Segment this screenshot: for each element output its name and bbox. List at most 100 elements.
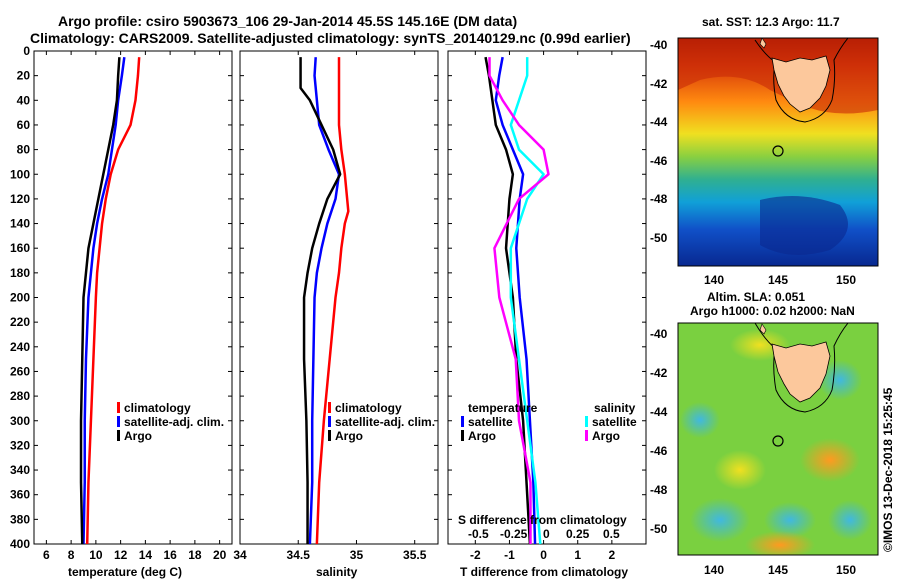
legend-climatology-swatch [117, 402, 120, 413]
sst-ytick: -44 [650, 115, 668, 129]
series-line-satellite-adj-clim- [308, 57, 341, 545]
sla-xtick: 150 [836, 563, 856, 577]
depth-tick-label: 180 [10, 266, 30, 280]
legend-t-argo-swatch [461, 430, 464, 441]
legend-t-satellite-swatch [461, 416, 464, 427]
legend-s-argo-label: Argo [592, 429, 620, 443]
series-line-argo [79, 57, 121, 545]
sst-ytick: -42 [650, 77, 668, 91]
depth-tick-label: 60 [17, 118, 31, 132]
x-tick-label: 8 [68, 548, 75, 562]
series-line-salinity-argo [488, 57, 550, 544]
depth-tick-label: 40 [17, 93, 31, 107]
difference-xlabel: T difference from climatology [460, 565, 628, 579]
depth-tick-label: 340 [10, 463, 30, 477]
legend-s-argo-swatch [585, 430, 588, 441]
x-tick-label: 35.5 [403, 548, 427, 562]
figure-title-line1: Argo profile: csiro 5903673_106 29-Jan-2… [58, 13, 517, 29]
sst-lon-ticks: 140 145 150 [704, 273, 856, 287]
sla-low-anomaly [690, 498, 750, 542]
sst-xtick: 145 [768, 273, 788, 287]
sla-high-anomaly [745, 531, 815, 555]
depth-tick-label: 80 [17, 143, 31, 157]
depth-tick-label: 240 [10, 340, 30, 354]
depth-tick-label: 360 [10, 488, 30, 502]
difference-axes-frame [447, 50, 647, 545]
legend-climatology-swatch [328, 402, 331, 413]
sst-lat-ticks: -40 -42 -44 -46 -48 -50 [650, 38, 668, 245]
sla-ytick: -50 [650, 522, 668, 536]
depth-tick-label: 100 [10, 167, 30, 181]
sla-low-anomaly [680, 402, 720, 438]
sst-map: sat. SST: 12.3 Argo: 11.7 -40 -42 -44 -4… [650, 15, 879, 287]
temperature-axis: 6 8 10 12 14 16 18 20 [43, 51, 227, 562]
legend-argo-label: Argo [124, 429, 152, 443]
legend-argo-swatch [117, 430, 120, 441]
t-difference-axis: -2 -1 0 1 2 [448, 50, 646, 562]
legend-temperature-title: temperature [468, 401, 538, 415]
sla-mid-anomaly [714, 450, 766, 490]
x-tick-label: 2 [609, 548, 616, 562]
series-line-climatology [315, 57, 350, 545]
sla-lat-ticks: -40 -42 -44 -46 -48 -50 [650, 327, 668, 536]
legend-salinity-title: salinity [594, 401, 636, 415]
x-tick-label: 20 [213, 548, 227, 562]
s-difference-label: S difference from climatology [458, 513, 627, 527]
s-tick-5: 0.5 [603, 527, 620, 541]
sla-low-anomaly [818, 360, 862, 400]
sla-map-title-line2: Argo h1000: 0.02 h2000: NaN [690, 304, 855, 318]
series-line-satellite-adj-clim- [82, 56, 126, 545]
legend-argo-label: Argo [335, 429, 363, 443]
legend-satellite-swatch [328, 416, 331, 427]
difference-panel: -2 -1 0 1 2 T difference from climatology S … [447, 50, 647, 579]
x-tick-label: -2 [470, 548, 481, 562]
sst-ytick: -40 [650, 38, 668, 52]
x-tick-label: 1 [574, 548, 581, 562]
legend-s-satellite-label: satellite [592, 415, 637, 429]
salinity-legend: climatology satellite-adj. clim. Argo [328, 401, 435, 443]
sst-ytick: -48 [650, 192, 668, 206]
depth-tick-label: 20 [17, 69, 31, 83]
argo-location-marker [772, 145, 784, 157]
x-tick-label: 0 [540, 548, 547, 562]
x-tick-label: -1 [504, 548, 515, 562]
sla-ytick: -42 [650, 366, 668, 380]
s-tick-4: 0.25 [566, 527, 590, 541]
depth-tick-label: 400 [10, 537, 30, 551]
king-island [759, 323, 767, 335]
sst-xtick: 150 [836, 273, 856, 287]
temperature-axes-frame [33, 50, 233, 545]
x-tick-label: 6 [43, 548, 50, 562]
s-tick-2: -0.25 [500, 527, 528, 541]
temperature-legend: climatology satellite-adj. clim. Argo [117, 401, 224, 443]
depth-tick-label: 280 [10, 389, 30, 403]
x-tick-label: 35 [350, 548, 364, 562]
temperature-xlabel: temperature (deg C) [68, 565, 182, 579]
salinity-xlabel: salinity [316, 565, 358, 579]
depth-tick-label: 300 [10, 414, 30, 428]
legend-satellite-label: satellite-adj. clim. [335, 415, 435, 429]
s-tick-1: -0.5 [468, 527, 489, 541]
x-tick-label: 12 [114, 548, 128, 562]
depth-tick-label: 380 [10, 512, 30, 526]
salinity-panel: 34 34.5 35 35.5 salinity climatology satell… [233, 50, 439, 579]
sst-map-title: sat. SST: 12.3 Argo: 11.7 [702, 15, 840, 29]
legend-t-satellite-label: satellite [468, 415, 513, 429]
x-tick-label: 10 [89, 548, 103, 562]
sla-map-title-line1: Altim. SLA: 0.051 [707, 290, 805, 304]
legend-s-satellite-swatch [585, 416, 588, 427]
sla-ytick: -44 [650, 405, 668, 419]
sst-xtick: 140 [704, 273, 724, 287]
depth-tick-label: 120 [10, 192, 30, 206]
depth-tick-label: 320 [10, 438, 30, 452]
temperature-panel: 0 20 40 60 80 100 120 140 160 180 200 220 240 260 280 3… [10, 44, 233, 579]
x-tick-label: 34.5 [287, 548, 311, 562]
legend-t-argo-label: Argo [468, 429, 496, 443]
x-tick-label: 16 [163, 548, 177, 562]
sst-map-frame [677, 37, 879, 267]
tasmania-land [771, 341, 831, 403]
sla-high-anomaly [800, 438, 860, 482]
depth-tick-label: 260 [10, 364, 30, 378]
legend-satellite-label: satellite-adj. clim. [124, 415, 224, 429]
